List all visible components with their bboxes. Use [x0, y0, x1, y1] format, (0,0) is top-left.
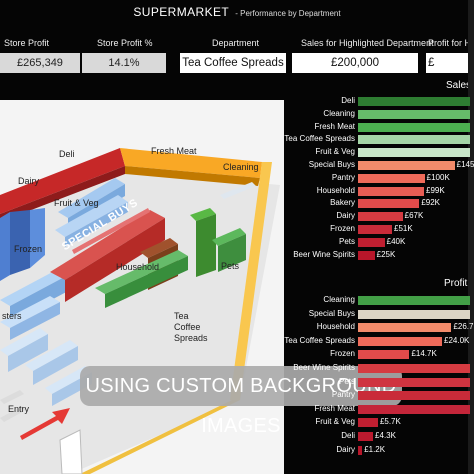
map-label-cleaning: Cleaning	[223, 162, 259, 172]
sales-highlighted-label: Sales for Highlighted Department	[301, 38, 434, 48]
chart-value-label: £51K	[394, 224, 413, 233]
chart-bar[interactable]	[358, 350, 410, 360]
overlay-banner: USING CUSTOM BACKGROUND IMAGES	[80, 366, 402, 437]
map-label-fruit-veg: Fruit & Veg	[54, 198, 99, 208]
map-label-coffee: Coffee	[174, 322, 201, 332]
chart-bar[interactable]	[358, 199, 420, 209]
chart-bar[interactable]	[358, 364, 470, 373]
chart-category-label: Dairy	[336, 444, 355, 454]
map-label-pets: Pets	[221, 261, 240, 271]
map-label-entry: Entry	[8, 404, 30, 414]
sales-chart-title: Sales	[446, 80, 472, 91]
chart-category-label: Deli	[341, 431, 355, 440]
chart-bar[interactable]	[358, 377, 470, 387]
chart-bar[interactable]	[358, 161, 455, 170]
chart-bar[interactable]	[358, 225, 392, 234]
chart-category-label: Bakery	[330, 198, 355, 208]
store-map-drawing	[0, 100, 284, 474]
chart-bar[interactable]	[358, 122, 470, 132]
chart-value-label: £67K	[404, 211, 424, 221]
chart-category-label: Special Buys	[308, 160, 355, 169]
chart-bar[interactable]	[358, 250, 375, 260]
chart-bar[interactable]	[358, 173, 425, 183]
chart-value-label: £4.3K	[375, 431, 396, 440]
department-label: Department	[212, 38, 260, 48]
map-label-tea: Tea	[174, 311, 189, 321]
chart-bar[interactable]	[358, 135, 470, 145]
chart-bar[interactable]	[358, 445, 363, 455]
chart-category-label: Tea Coffee Spreads	[284, 335, 355, 345]
chart-category-label: Tea Coffee Spreads	[284, 134, 355, 144]
chart-category-label: Frozen	[330, 349, 355, 359]
chart-category-label: Dairy	[336, 211, 355, 221]
chart-value-label: £1.2K	[364, 444, 386, 454]
chart-value-label: £24.0K	[444, 335, 470, 345]
store-profit-value: £265,349	[0, 53, 80, 73]
chart-value-label: £92K	[421, 198, 441, 208]
chart-bar[interactable]	[358, 391, 470, 401]
chart-category-label: Pets	[338, 236, 355, 246]
chart-category-label: Fresh Meat	[314, 403, 355, 413]
store-profit-pct-value: 14.1%	[82, 53, 166, 73]
chart-bar[interactable]	[358, 309, 470, 319]
chart-bar[interactable]	[358, 186, 424, 196]
chart-bar[interactable]	[358, 404, 470, 414]
chart-value-label: £100K	[426, 172, 450, 182]
chart-category-label: Fruit & Veg	[315, 417, 355, 427]
chart-value-label: £5.7K	[379, 417, 401, 427]
map-label-fresh-meat: Fresh Meat	[151, 146, 197, 156]
chart-category-label: Frozen	[330, 224, 355, 233]
map-label-deli: Deli	[59, 149, 75, 159]
chart-value-label: £99K	[426, 185, 445, 195]
chart-category-label: Household	[316, 322, 355, 332]
map-label-frozen: Frozen	[14, 244, 43, 254]
profit-highlighted-value: £	[426, 53, 474, 73]
title-main: SUPERMARKET	[133, 5, 230, 19]
store-map[interactable]: Deli Fresh Meat Cleaning Dairy Fruit & V…	[0, 100, 284, 474]
chart-bar[interactable]	[358, 432, 374, 441]
chart-category-label: Cleaning	[323, 295, 355, 304]
map-label-spreads: Spreads	[174, 333, 208, 343]
chart-category-label: Pets	[338, 376, 355, 386]
chart-bar[interactable]	[358, 97, 470, 106]
profit-highlighted-label: Profit for Hi	[428, 38, 474, 48]
profit-chart-title: Profit	[444, 278, 468, 289]
chart-category-label: Household	[316, 185, 355, 195]
chart-bar[interactable]	[358, 323, 452, 333]
chart-category-label: Pantry	[331, 172, 355, 182]
map-label-sters: sters	[2, 311, 22, 321]
chart-bar[interactable]	[358, 212, 403, 222]
store-profit-pct-label: Store Profit %	[97, 38, 153, 48]
chart-value-label: £25K	[376, 249, 396, 259]
chart-value-label: £14.7K	[411, 349, 437, 359]
chart-category-label: Cleaning	[323, 108, 355, 118]
chart-category-label: Fruit & Veg	[315, 147, 355, 157]
chart-category-label: Beer Wine Spirits	[293, 363, 355, 372]
chart-bar[interactable]	[358, 109, 470, 119]
sales-highlighted-value: £200,000	[292, 53, 418, 73]
chart-value-label: £145K	[456, 160, 474, 169]
right-border	[468, 0, 474, 474]
chart-bar[interactable]	[358, 418, 378, 428]
department-value[interactable]: Tea Coffee Spreads	[180, 53, 286, 73]
chart-value-label: £26.7K	[453, 322, 474, 332]
map-label-household: Household	[116, 262, 160, 272]
chart-bar[interactable]	[358, 237, 385, 247]
chart-category-label: Fresh Meat	[314, 121, 355, 131]
chart-bar[interactable]	[358, 148, 470, 158]
chart-value-label: £40K	[386, 236, 406, 246]
chart-category-label: Beer Wine Spirits	[293, 249, 355, 259]
chart-bar[interactable]	[358, 296, 470, 305]
page-title: SUPERMARKET - Performance by Department	[0, 5, 474, 19]
map-label-dairy: Dairy	[18, 176, 40, 186]
chart-category-label: Pantry	[331, 390, 355, 400]
chart-bar[interactable]	[358, 336, 442, 346]
title-subtitle: - Performance by Department	[235, 9, 341, 18]
store-profit-label: Store Profit	[4, 38, 50, 48]
chart-category-label: Deli	[341, 96, 355, 105]
chart-category-label: Special Buys	[308, 308, 355, 318]
